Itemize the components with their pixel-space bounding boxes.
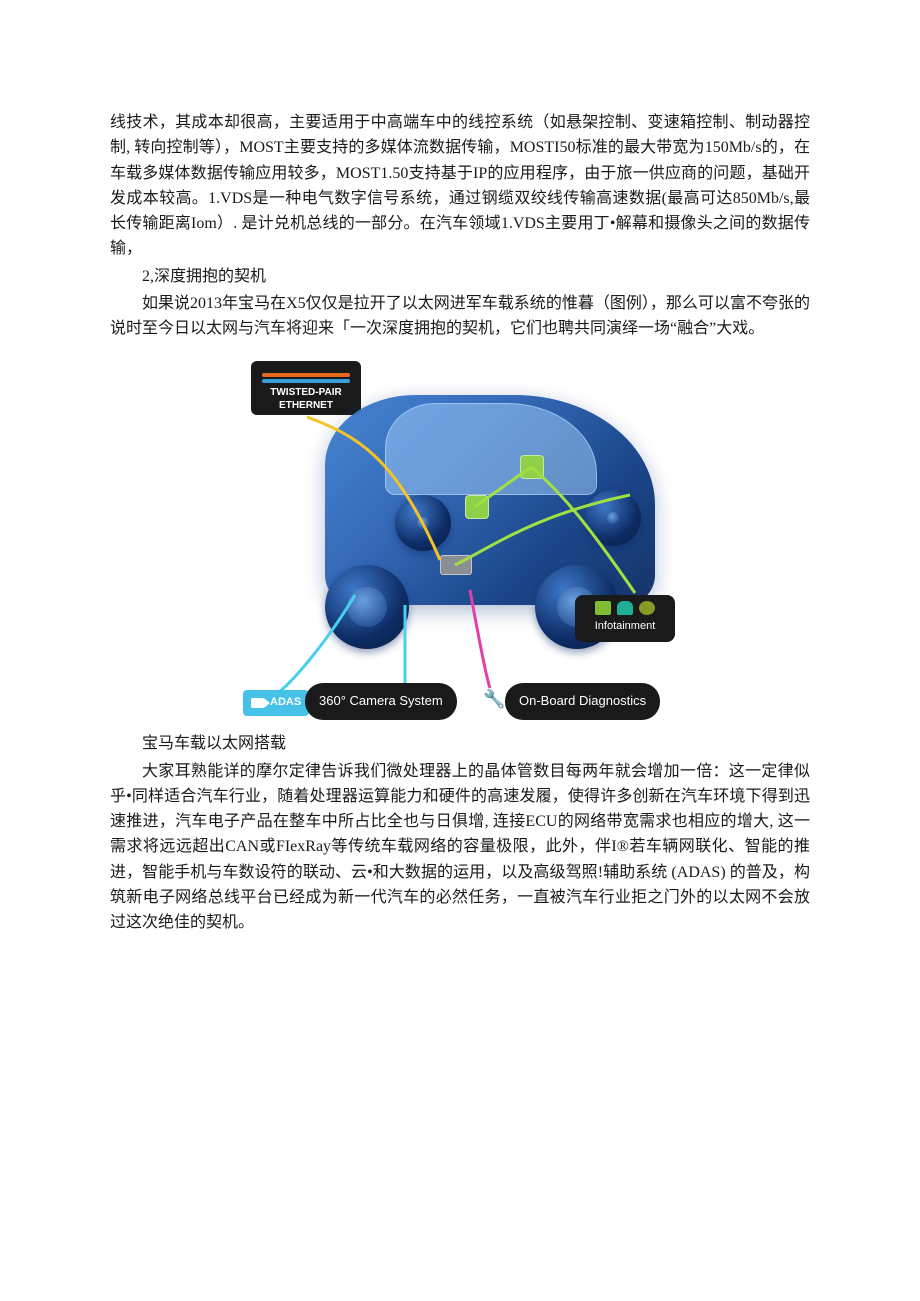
- link-green-3: [475, 467, 531, 507]
- adas-badge: ADAS: [243, 690, 309, 715]
- obd-pill: On-Board Diagnostics: [505, 683, 660, 720]
- paragraph-1: 线技术，其成本却很高，主要适用于中高端车中的线控系统（如悬架控制、变速箱控制、制…: [110, 110, 810, 262]
- globe-icon: [639, 601, 655, 615]
- link-adas: [275, 595, 355, 695]
- infotainment-icons: [595, 601, 655, 615]
- music-icon: [595, 601, 611, 615]
- camera-icon: [251, 698, 265, 708]
- figure-container: TWISTED-PAIR ETHERNET: [110, 345, 810, 725]
- camera-system-pill: 360° Camera System: [305, 683, 457, 720]
- bmw-ethernet-figure: TWISTED-PAIR ETHERNET: [235, 345, 685, 725]
- network-links: [235, 345, 685, 725]
- wrench-icon: 🔧: [483, 685, 505, 713]
- camera-system-label: 360° Camera System: [319, 691, 443, 712]
- link-green-1: [455, 495, 630, 565]
- page: 线技术，其成本却很高，主要适用于中高端车中的线控系统（如悬架控制、变速箱控制、制…: [0, 0, 920, 1301]
- link-obd: [470, 590, 490, 688]
- figure-caption: 宝马车载以太网搭载: [110, 731, 810, 756]
- adas-label: ADAS: [270, 694, 301, 711]
- headphones-icon: [617, 601, 633, 615]
- obd-label: On-Board Diagnostics: [519, 691, 646, 712]
- link-green-2: [531, 467, 635, 593]
- infotainment-label: Infotainment: [595, 618, 656, 635]
- paragraph-3: 如果说2013年宝马在X5仅仅是拉开了以太网进军车载系统的惟暮（图例），那么可以…: [110, 291, 810, 342]
- paragraph-2: 2,深度拥抱的契机: [110, 264, 810, 289]
- infotainment-box: Infotainment: [575, 595, 675, 641]
- paragraph-4: 大家耳熟能详的摩尔定律告诉我们微处理器上的晶体管数目每两年就会增加一倍：这一定律…: [110, 759, 810, 936]
- link-ethernet: [307, 417, 440, 560]
